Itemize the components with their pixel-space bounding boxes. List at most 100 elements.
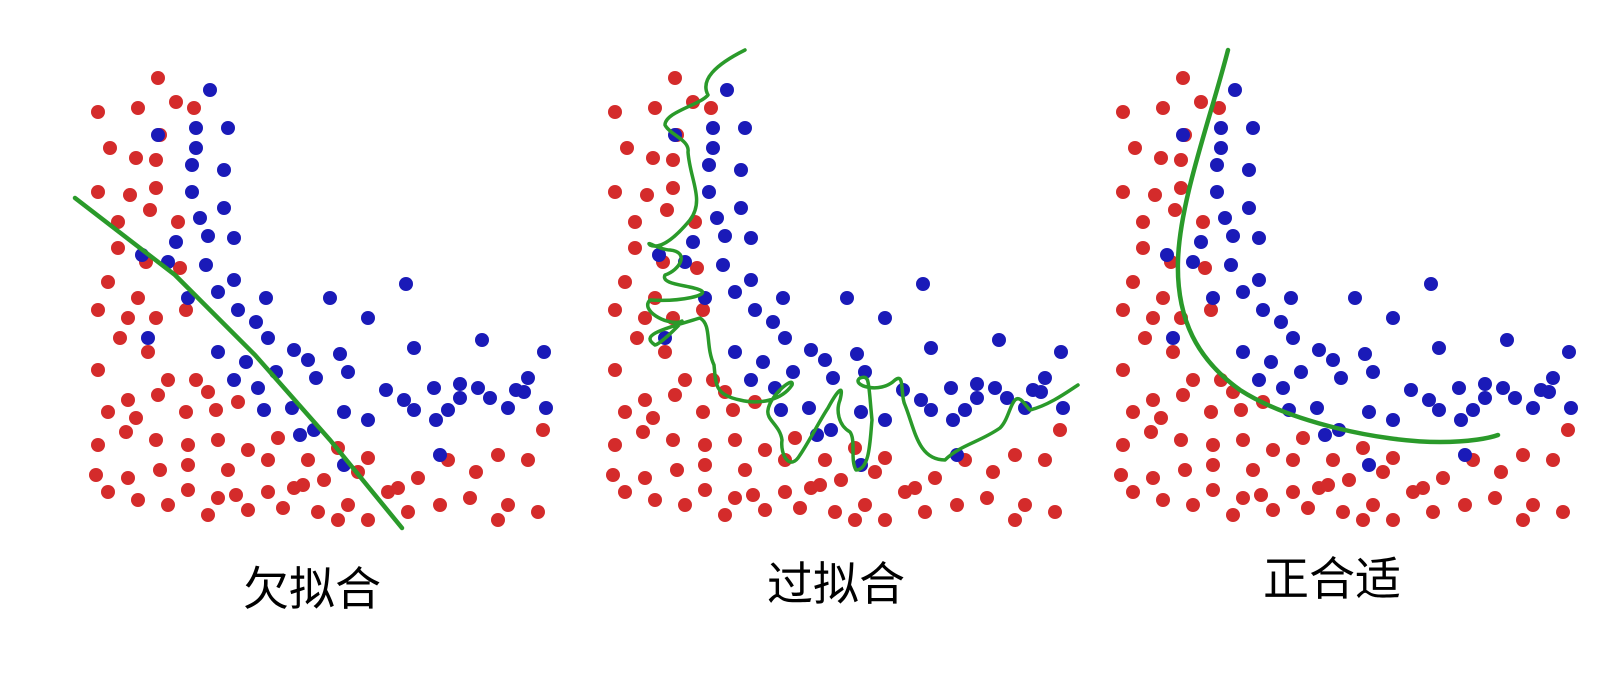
red-point [606, 468, 620, 482]
blue-point [1236, 345, 1250, 359]
blue-point [185, 185, 199, 199]
blue-point [517, 385, 531, 399]
blue-point [1226, 229, 1240, 243]
red-point [531, 505, 545, 519]
red-point [179, 303, 193, 317]
red-point [1174, 153, 1188, 167]
red-point [111, 215, 125, 229]
blue-point [341, 365, 355, 379]
red-point [828, 505, 842, 519]
red-points [89, 71, 550, 527]
red-point [1296, 431, 1310, 445]
red-point [834, 473, 848, 487]
red-point [1226, 508, 1240, 522]
red-point [131, 101, 145, 115]
red-point [1154, 151, 1168, 165]
blue-point [231, 303, 245, 317]
red-point [101, 485, 115, 499]
blue-point [710, 211, 724, 225]
blue-points [652, 83, 1070, 472]
blue-point [786, 365, 800, 379]
decision-boundary-underfit [72, 195, 405, 531]
red-point [1116, 363, 1130, 377]
red-point [121, 471, 135, 485]
red-point [1204, 303, 1218, 317]
blue-point [249, 315, 263, 329]
red-point [848, 441, 862, 455]
blue-point [211, 285, 225, 299]
blue-point [878, 413, 892, 427]
blue-point [1562, 345, 1576, 359]
blue-point [1348, 291, 1362, 305]
blue-point [804, 343, 818, 357]
blue-point [429, 413, 443, 427]
red-point [1008, 448, 1022, 462]
blue-point [728, 285, 742, 299]
blue-point [1286, 331, 1300, 345]
red-point [1326, 453, 1340, 467]
red-point [189, 373, 203, 387]
panel-goodfit: 正合适 [1114, 47, 1578, 606]
red-point [1516, 513, 1530, 527]
red-point [878, 451, 892, 465]
blue-point [1432, 341, 1446, 355]
blue-point [924, 341, 938, 355]
blue-point [453, 377, 467, 391]
blue-point [1056, 401, 1070, 415]
red-point [1154, 411, 1168, 425]
blue-point [1386, 413, 1400, 427]
red-point [1144, 425, 1158, 439]
blue-point [407, 403, 421, 417]
red-point [608, 363, 622, 377]
blue-point [1000, 391, 1014, 405]
blue-point [217, 163, 231, 177]
red-point [229, 488, 243, 502]
blue-point [1256, 303, 1270, 317]
blue-point [1210, 158, 1224, 172]
red-point [678, 498, 692, 512]
red-point [181, 438, 195, 452]
blue-point [221, 121, 235, 135]
blue-point [1246, 121, 1260, 135]
red-point [201, 508, 215, 522]
red-point [211, 433, 225, 447]
red-point [161, 373, 175, 387]
blue-point [706, 141, 720, 155]
blue-point [924, 403, 938, 417]
red-point [391, 481, 405, 495]
red-point [1546, 453, 1560, 467]
blue-point [1274, 315, 1288, 329]
red-point [1198, 261, 1212, 275]
blue-point [239, 355, 253, 369]
red-point [618, 275, 632, 289]
red-point [491, 448, 505, 462]
blue-point [706, 121, 720, 135]
red-point [231, 395, 245, 409]
red-point [1126, 405, 1140, 419]
red-point [501, 498, 515, 512]
blue-point [427, 381, 441, 395]
red-point [1048, 505, 1062, 519]
blue-point [257, 403, 271, 417]
blue-point [1312, 343, 1326, 357]
red-point [131, 291, 145, 305]
red-point [1186, 498, 1200, 512]
red-point [1212, 101, 1226, 115]
blue-point [734, 163, 748, 177]
red-point [1178, 463, 1192, 477]
blue-point [227, 373, 241, 387]
red-point [1156, 493, 1170, 507]
red-point [1116, 105, 1130, 119]
blue-point [1214, 121, 1228, 135]
red-point [746, 488, 760, 502]
red-point [119, 425, 133, 439]
blue-point [251, 381, 265, 395]
blue-point [946, 413, 960, 427]
red-point [1176, 71, 1190, 85]
blue-point [1214, 141, 1228, 155]
caption-underfit: 欠拟合 [243, 562, 381, 616]
blue-point [854, 405, 868, 419]
blue-point [189, 121, 203, 135]
red-point [1116, 303, 1130, 317]
red-point [103, 141, 117, 155]
